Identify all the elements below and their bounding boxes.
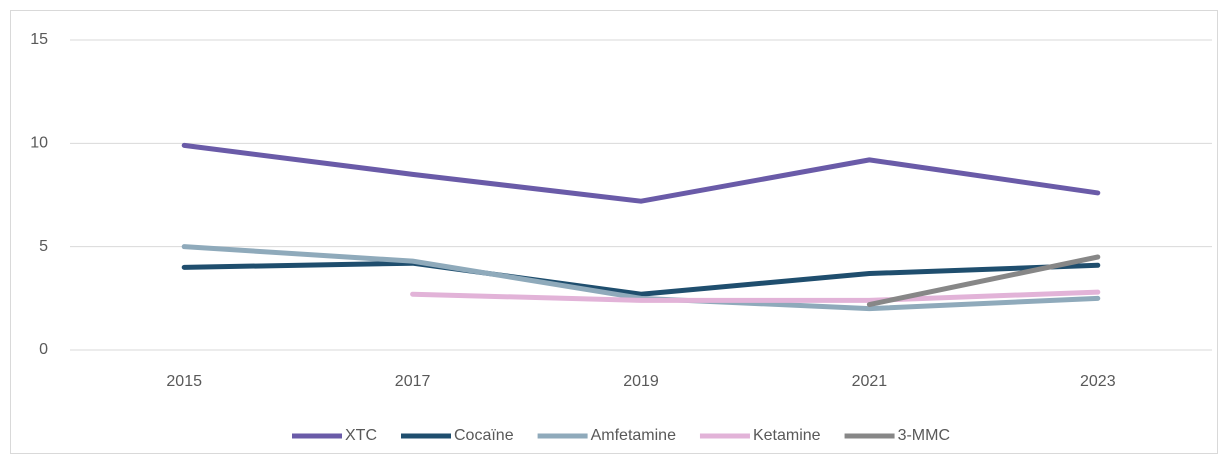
x-tick-label: 2021 [852,373,888,390]
legend-label: Amfetamine [591,427,676,444]
series-line [181,260,1101,297]
legend-label: Cocaïne [454,427,514,444]
y-tick-label: 15 [30,31,48,48]
x-tick-label: 2023 [1080,373,1116,390]
legend-label: Ketamine [753,427,821,444]
chart-border [10,10,1218,454]
legend-label: XTC [345,427,377,444]
y-tick-label: 10 [30,135,48,152]
series-line [181,142,1101,204]
series-line [866,254,1101,308]
y-tick-label: 0 [39,341,48,358]
x-tick-label: 2015 [166,373,202,390]
x-tick-label: 2019 [623,373,659,390]
series-line [410,289,1101,303]
legend-label: 3-MMC [898,427,950,444]
y-tick-label: 5 [39,238,48,255]
x-tick-label: 2017 [395,373,431,390]
